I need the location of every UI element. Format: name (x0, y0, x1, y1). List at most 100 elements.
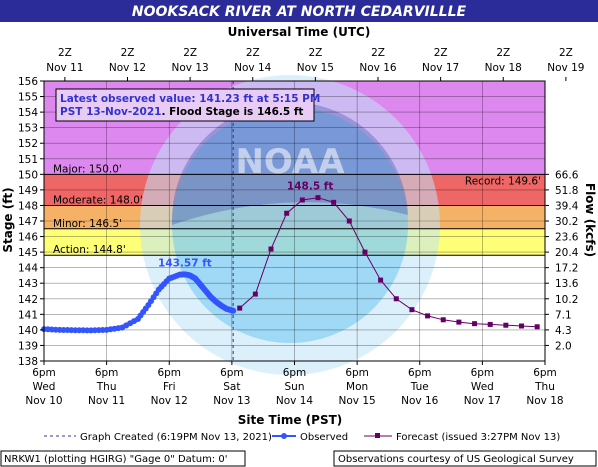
y2-tick-label: 30.2 (555, 216, 578, 228)
top-tick-label: Nov 13 (172, 62, 209, 74)
y-tick-label: 142 (18, 294, 38, 306)
forecast-point (393, 296, 399, 302)
x-tick-label: Nov 18 (526, 395, 563, 407)
y2-tick-label: 7.1 (555, 309, 572, 321)
x-tick-label: 6pm (283, 367, 307, 379)
y-tick-label: 151 (18, 154, 38, 166)
forecast-point (487, 321, 493, 327)
y-tick-label: 143 (18, 278, 38, 290)
title-bar (0, 0, 598, 22)
forecast-point (503, 322, 509, 328)
top-tick-label: 2Z (183, 47, 197, 59)
top-tick-label: Nov 17 (422, 62, 459, 74)
x-tick-label: Sat (223, 381, 240, 393)
x-tick-label: Tue (410, 381, 429, 393)
x-tick-label: Fri (163, 381, 176, 393)
x-tick-label: 6pm (345, 367, 369, 379)
y-tick-label: 144 (18, 263, 38, 275)
x-tick-label: Mon (346, 381, 368, 393)
forecast-point (284, 210, 290, 216)
y-tick-label: 141 (18, 309, 38, 321)
x-tick-label: Nov 14 (276, 395, 314, 407)
forecast-point (456, 319, 462, 325)
x-tick-label: 6pm (32, 367, 56, 379)
latest-observation-box: Latest observed value: 141.23 ft at 5:15… (55, 88, 320, 122)
y-tick-label: 147 (18, 216, 38, 228)
x-tick-label: 6pm (157, 367, 181, 379)
watermark-text: NOAA (235, 142, 345, 182)
forecast-point (299, 197, 305, 203)
forecast-point (252, 291, 258, 297)
top-tick-label: Nov 12 (109, 62, 146, 74)
x-tick-label: Nov 16 (401, 395, 439, 407)
x-tick-label: Nov 13 (213, 395, 250, 407)
y-tick-label: 139 (18, 340, 38, 352)
record-label: Record: 149.6' (465, 176, 541, 188)
top-tick-label: 2Z (496, 47, 510, 59)
forecast-point (519, 323, 525, 329)
forecast-point (331, 199, 337, 205)
x-tick-label: Nov 11 (88, 395, 125, 407)
y-tick-label: 149 (18, 185, 38, 197)
x-tick-label: 6pm (95, 367, 119, 379)
series-forecast-line (239, 197, 538, 328)
top-tick-label: 2Z (434, 47, 448, 59)
y-tick-label: 146 (18, 232, 38, 244)
x-tick-label: Nov 10 (25, 395, 62, 407)
footer-left-text: NRKW1 (plotting HGIRG) "Gage 0" Datum: 0… (4, 454, 227, 465)
legend: Graph Created (6:19PM Nov 13, 2021) Obse… (44, 432, 560, 443)
forecast-point (378, 277, 384, 283)
x-axis-label: Site Time (PST) (238, 413, 343, 427)
y2-tick-label: 66.6 (555, 169, 579, 181)
y-tick-label: 156 (18, 76, 38, 88)
x-tick-label: 6pm (220, 367, 244, 379)
forecast-point (472, 321, 478, 327)
y2-tick-label: 23.6 (555, 232, 579, 244)
series-forecast-peak-label: 148.5 ft (287, 181, 333, 193)
y2-tick-label: 13.6 (555, 278, 579, 290)
x-tick-label: 6pm (533, 367, 557, 379)
x-tick-label: Thu (534, 381, 555, 393)
y-tick-label: 138 (18, 356, 38, 368)
info-line-2-date: PST 13-Nov-2021 (60, 106, 161, 118)
threshold-label-major: Major: 150.0' (53, 163, 122, 175)
y2-axis-label: Flow (kcfs) (583, 183, 597, 257)
x-tick-label: Sun (285, 381, 305, 393)
x-tick-label: Nov 17 (464, 395, 501, 407)
top-tick-label: 2Z (121, 47, 135, 59)
y-tick-label: 150 (18, 169, 38, 181)
watermark-disc (172, 107, 408, 343)
svg-text:PST 13-Nov-2021. Flood Stage i: PST 13-Nov-2021. Flood Stage is 146.5 ft (60, 106, 303, 118)
x-tick-label: Nov 15 (339, 395, 376, 407)
top-axis-title: Universal Time (UTC) (228, 25, 371, 39)
x-tick-label: Thu (96, 381, 117, 393)
x-tick-label: Wed (471, 381, 494, 393)
watermark-bird (171, 101, 408, 225)
y-tick-label: 140 (18, 325, 38, 337)
info-line-1: Latest observed value: 141.23 ft at 5:15… (60, 93, 320, 105)
top-tick-label: 2Z (308, 47, 322, 59)
series-observed-peak-label: 143.57 ft (158, 257, 212, 269)
forecast-point (237, 305, 243, 311)
footer-right-box (333, 450, 597, 467)
legend-observed: Observed (300, 432, 348, 443)
legend-graph-created: Graph Created (6:19PM Nov 13, 2021) (80, 432, 272, 443)
top-tick-label: 2Z (559, 47, 573, 59)
y-axis-label: Stage (ft) (1, 187, 15, 252)
top-tick-label: Nov 19 (547, 62, 584, 74)
y-tick-label: 145 (18, 247, 38, 259)
y-tick-label: 154 (18, 107, 38, 119)
y2-tick-label: 51.8 (555, 185, 578, 197)
top-tick-label: 2Z (371, 47, 385, 59)
threshold-label-minor: Minor: 146.5' (53, 218, 122, 230)
top-tick-label: Nov 18 (485, 62, 522, 74)
x-tick-label: 6pm (471, 367, 495, 379)
y2-tick-label: 10.2 (555, 294, 578, 306)
y-tick-label: 152 (18, 138, 38, 150)
x-tick-label: Nov 12 (151, 395, 188, 407)
top-tick-label: Nov 15 (297, 62, 334, 74)
top-tick-label: Nov 16 (359, 62, 397, 74)
forecast-point (315, 195, 321, 201)
y-tick-label: 148 (18, 200, 38, 212)
